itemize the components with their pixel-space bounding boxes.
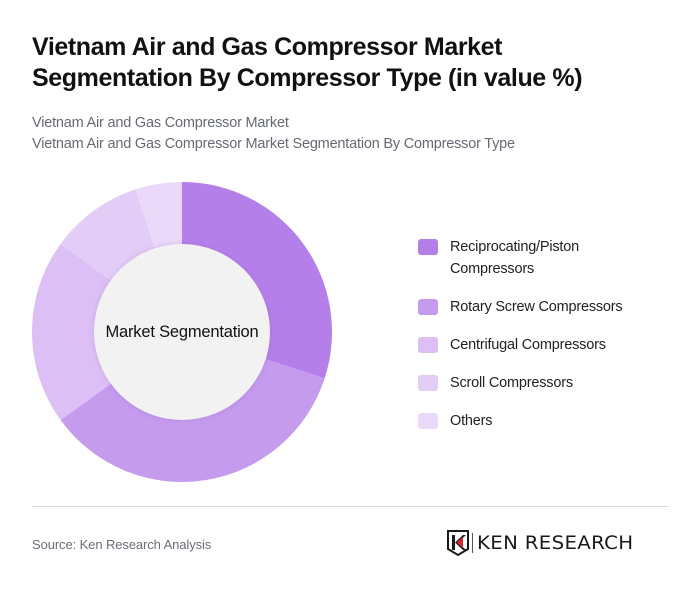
legend-swatch (418, 239, 438, 255)
ken-research-logo[interactable]: KEN RESEARCH (447, 530, 633, 556)
chart-legend: Reciprocating/Piston Compressors Rotary … (418, 236, 678, 448)
breadcrumb: Vietnam Air and Gas Compressor Market Vi… (32, 113, 515, 155)
donut-slice-others[interactable] (135, 182, 182, 251)
donut-center (94, 244, 270, 420)
donut-slice-rotary-screw-compressors[interactable] (60, 358, 325, 482)
legend-item-reciprocating[interactable]: Reciprocating/Piston Compressors (418, 236, 678, 280)
donut-chart-svg (32, 182, 332, 482)
legend-label: Others (450, 413, 493, 429)
legend-swatch (418, 413, 438, 429)
legend-item-centrifugal[interactable]: Centrifugal Compressors (418, 334, 678, 356)
legend-swatch (418, 375, 438, 391)
legend-item-scroll[interactable]: Scroll Compressors (418, 372, 678, 394)
donut-slice-reciprocating-piston-compressors[interactable] (182, 182, 332, 379)
ken-research-shield-icon (447, 530, 469, 556)
legend-item-others[interactable]: Others (418, 410, 678, 432)
legend-swatch (418, 337, 438, 353)
breadcrumb-item-market[interactable]: Vietnam Air and Gas Compressor Market (32, 115, 289, 131)
donut-slice-scroll-compressors[interactable] (60, 189, 156, 282)
legend-label: Centrifugal Compressors (450, 337, 606, 353)
legend-label: Reciprocating/Piston Compressors (450, 239, 579, 277)
legend-label: Scroll Compressors (450, 375, 573, 391)
legend-item-rotary-screw[interactable]: Rotary Screw Compressors (418, 296, 678, 318)
logo-text: KEN RESEARCH (477, 532, 634, 554)
legend-label: Rotary Screw Compressors (450, 299, 623, 315)
donut-slice-centrifugal-compressors[interactable] (32, 243, 113, 421)
chart-title: Vietnam Air and Gas Compressor Market Se… (32, 33, 583, 92)
source-note: Source: Ken Research Analysis (32, 537, 212, 552)
footer-divider (32, 506, 668, 507)
breadcrumb-item-segmentation[interactable]: Vietnam Air and Gas Compressor Market Se… (32, 136, 515, 152)
donut-chart: Market Segmentation (32, 182, 332, 482)
logo-separator (472, 533, 473, 553)
legend-swatch (418, 299, 438, 315)
